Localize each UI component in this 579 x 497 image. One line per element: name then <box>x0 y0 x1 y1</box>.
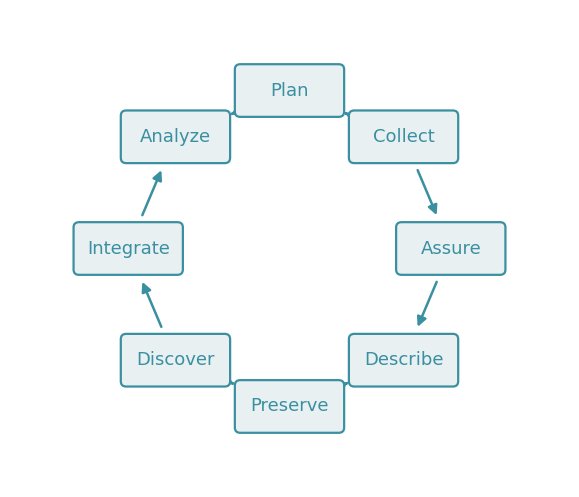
FancyArrowPatch shape <box>418 282 437 324</box>
FancyBboxPatch shape <box>349 334 458 387</box>
FancyBboxPatch shape <box>349 110 458 163</box>
Text: Preserve: Preserve <box>250 398 329 415</box>
Text: Describe: Describe <box>364 351 444 369</box>
FancyArrowPatch shape <box>417 170 436 213</box>
FancyArrowPatch shape <box>143 284 162 327</box>
Text: Integrate: Integrate <box>87 240 170 257</box>
FancyBboxPatch shape <box>121 334 230 387</box>
Text: Collect: Collect <box>373 128 434 146</box>
FancyArrowPatch shape <box>346 113 356 120</box>
Text: Assure: Assure <box>420 240 481 257</box>
FancyBboxPatch shape <box>235 380 344 433</box>
FancyArrowPatch shape <box>232 107 241 114</box>
FancyBboxPatch shape <box>235 64 344 117</box>
FancyBboxPatch shape <box>121 110 230 163</box>
Text: Discover: Discover <box>136 351 215 369</box>
Text: Analyze: Analyze <box>140 128 211 146</box>
FancyBboxPatch shape <box>396 222 505 275</box>
FancyBboxPatch shape <box>74 222 183 275</box>
FancyArrowPatch shape <box>142 173 161 215</box>
FancyArrowPatch shape <box>338 383 347 390</box>
Text: Plan: Plan <box>270 82 309 99</box>
FancyArrowPatch shape <box>223 377 233 384</box>
